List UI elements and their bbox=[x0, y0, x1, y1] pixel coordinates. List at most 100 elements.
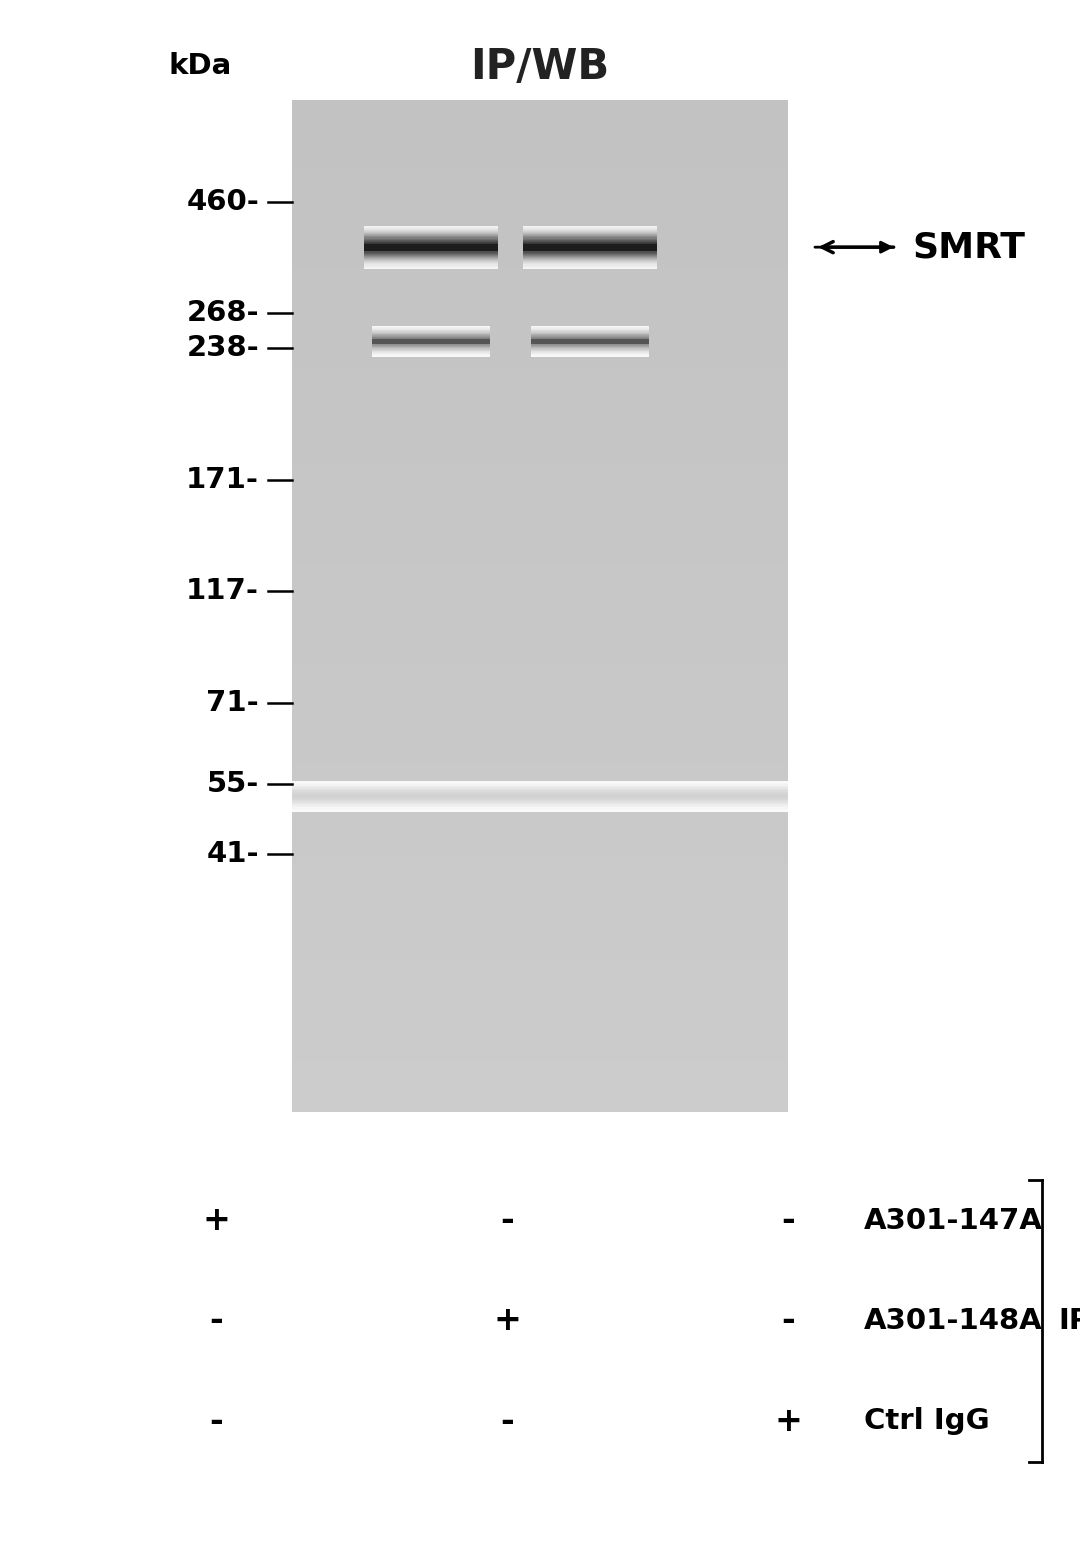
Bar bbox=[292, 599, 788, 603]
Bar bbox=[292, 263, 788, 266]
Bar bbox=[292, 1055, 788, 1058]
Bar bbox=[292, 411, 788, 414]
Bar bbox=[292, 462, 788, 465]
Bar bbox=[292, 185, 788, 188]
Bar bbox=[292, 862, 788, 867]
Bar bbox=[292, 762, 788, 765]
Text: A301-147A: A301-147A bbox=[864, 1207, 1043, 1234]
Text: 117-: 117- bbox=[186, 578, 259, 606]
Bar bbox=[292, 354, 788, 357]
Bar bbox=[292, 188, 788, 192]
Bar bbox=[292, 596, 788, 599]
Bar bbox=[292, 329, 788, 334]
Bar bbox=[292, 272, 788, 277]
Bar bbox=[292, 545, 788, 548]
Bar bbox=[292, 771, 788, 776]
Bar bbox=[292, 391, 788, 394]
Bar bbox=[292, 542, 788, 545]
Bar bbox=[292, 779, 788, 782]
Text: Ctrl IgG: Ctrl IgG bbox=[864, 1407, 989, 1435]
Bar bbox=[292, 822, 788, 825]
Bar bbox=[292, 944, 788, 947]
Bar bbox=[292, 1058, 788, 1061]
Bar bbox=[292, 134, 788, 138]
Bar bbox=[292, 363, 788, 366]
Bar bbox=[292, 1007, 788, 1010]
Bar bbox=[292, 289, 788, 292]
Bar bbox=[292, 434, 788, 437]
Bar bbox=[292, 371, 788, 374]
Bar bbox=[292, 910, 788, 913]
Bar bbox=[292, 488, 788, 491]
Bar bbox=[292, 1038, 788, 1041]
Bar bbox=[292, 168, 788, 171]
Bar bbox=[292, 317, 788, 320]
Bar bbox=[292, 728, 788, 731]
Bar bbox=[292, 953, 788, 958]
Bar bbox=[292, 249, 788, 252]
Bar bbox=[292, 586, 788, 590]
Bar bbox=[292, 539, 788, 542]
Bar bbox=[292, 788, 788, 793]
Bar bbox=[292, 579, 788, 582]
Bar bbox=[292, 921, 788, 924]
Bar bbox=[292, 505, 788, 508]
Bar bbox=[292, 320, 788, 323]
Bar bbox=[292, 215, 788, 218]
Bar bbox=[292, 947, 788, 950]
Bar bbox=[292, 927, 788, 930]
Bar bbox=[292, 201, 788, 205]
Bar bbox=[292, 793, 788, 796]
Bar bbox=[292, 839, 788, 842]
Bar bbox=[292, 853, 788, 856]
Bar bbox=[292, 576, 788, 579]
Bar bbox=[292, 768, 788, 771]
Bar bbox=[292, 751, 788, 756]
Bar bbox=[292, 209, 788, 212]
Bar bbox=[292, 867, 788, 870]
Bar bbox=[292, 222, 788, 226]
Bar bbox=[292, 847, 788, 850]
Bar bbox=[292, 904, 788, 907]
Bar bbox=[292, 448, 788, 451]
Bar bbox=[292, 708, 788, 711]
Bar bbox=[292, 511, 788, 516]
Bar bbox=[292, 127, 788, 131]
Bar bbox=[292, 776, 788, 779]
Bar bbox=[292, 803, 788, 805]
Text: 460-: 460- bbox=[187, 187, 259, 216]
Bar bbox=[292, 582, 788, 586]
Text: -: - bbox=[782, 1204, 795, 1238]
Bar bbox=[292, 830, 788, 833]
Bar bbox=[292, 950, 788, 953]
Bar bbox=[292, 1095, 788, 1098]
Bar bbox=[292, 810, 788, 811]
Text: A301-148A: A301-148A bbox=[864, 1307, 1042, 1335]
Bar bbox=[292, 562, 788, 565]
Bar bbox=[292, 660, 788, 664]
Bar bbox=[292, 833, 788, 836]
Bar bbox=[292, 417, 788, 420]
Bar bbox=[292, 970, 788, 973]
Bar bbox=[292, 1035, 788, 1038]
Bar bbox=[292, 859, 788, 862]
Bar bbox=[292, 218, 788, 222]
Bar bbox=[292, 856, 788, 859]
Bar bbox=[292, 502, 788, 505]
Bar bbox=[292, 471, 788, 474]
Bar bbox=[292, 508, 788, 511]
Bar bbox=[292, 964, 788, 967]
Bar bbox=[292, 100, 788, 104]
Bar bbox=[292, 606, 788, 610]
Bar bbox=[292, 1089, 788, 1092]
Bar bbox=[292, 138, 788, 141]
Bar bbox=[292, 269, 788, 272]
Bar bbox=[292, 1004, 788, 1007]
Bar bbox=[292, 893, 788, 896]
Bar bbox=[292, 791, 788, 793]
Bar bbox=[292, 107, 788, 111]
Bar bbox=[292, 759, 788, 762]
Bar bbox=[292, 879, 788, 884]
Bar bbox=[292, 1044, 788, 1049]
Bar bbox=[292, 154, 788, 158]
